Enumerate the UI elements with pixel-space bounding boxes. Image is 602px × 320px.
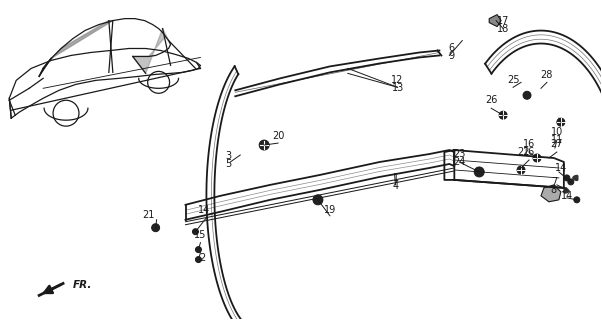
Text: 16: 16 [523, 139, 535, 149]
Polygon shape [541, 185, 561, 202]
Circle shape [474, 167, 484, 177]
Text: 16: 16 [523, 147, 535, 157]
Text: 14: 14 [554, 163, 567, 173]
Text: 14: 14 [198, 205, 211, 215]
Text: 9: 9 [448, 52, 455, 61]
Text: 10: 10 [551, 127, 563, 137]
Text: 28: 28 [541, 70, 553, 80]
Text: 1: 1 [393, 173, 399, 183]
Text: 21: 21 [143, 210, 155, 220]
Text: 4: 4 [393, 181, 399, 191]
Circle shape [533, 154, 541, 162]
Text: 6: 6 [448, 44, 455, 53]
Text: 18: 18 [497, 24, 509, 34]
Polygon shape [489, 15, 501, 27]
Text: 19: 19 [324, 205, 336, 215]
Text: 8: 8 [551, 185, 557, 195]
Text: 7: 7 [551, 177, 557, 187]
Polygon shape [132, 28, 169, 73]
Text: 20: 20 [272, 131, 284, 141]
Circle shape [152, 224, 160, 232]
Text: 13: 13 [391, 83, 404, 93]
Circle shape [259, 140, 269, 150]
Polygon shape [573, 175, 578, 180]
Text: 27: 27 [551, 139, 563, 149]
Circle shape [574, 197, 580, 203]
Text: 22: 22 [517, 147, 529, 157]
Text: 23: 23 [453, 149, 465, 159]
Text: 3: 3 [225, 151, 231, 161]
Text: 15: 15 [194, 230, 206, 240]
Text: FR.: FR. [73, 280, 92, 291]
Circle shape [523, 91, 531, 99]
Text: 2: 2 [199, 252, 205, 263]
Text: 11: 11 [551, 135, 563, 145]
Circle shape [557, 118, 565, 126]
Circle shape [193, 229, 199, 235]
Circle shape [517, 166, 525, 174]
Text: 24: 24 [453, 157, 465, 167]
Text: 17: 17 [497, 16, 509, 26]
Polygon shape [563, 188, 569, 193]
Text: 25: 25 [507, 75, 520, 85]
Circle shape [196, 257, 202, 262]
Text: 12: 12 [391, 75, 404, 85]
Circle shape [564, 175, 570, 181]
Circle shape [196, 247, 202, 252]
Polygon shape [43, 20, 113, 68]
Circle shape [499, 111, 507, 119]
Text: 14: 14 [560, 191, 573, 201]
Text: 5: 5 [225, 159, 231, 169]
Circle shape [313, 195, 323, 205]
Circle shape [568, 179, 574, 185]
Text: 26: 26 [485, 95, 497, 105]
